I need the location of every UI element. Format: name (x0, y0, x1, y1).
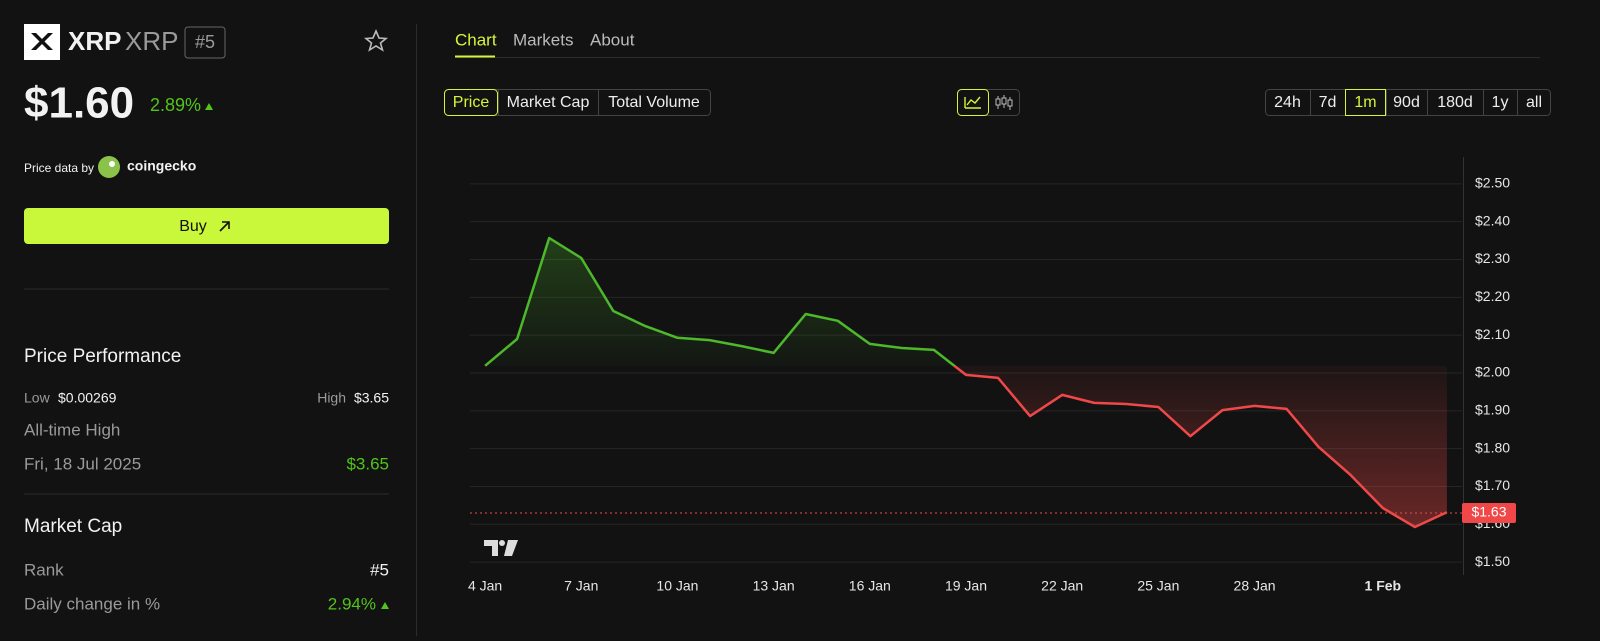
tv-logo (484, 540, 518, 556)
low-label: Low (24, 390, 51, 406)
high-value: $3.65 (354, 390, 389, 406)
y-tick-label: $1.90 (1475, 402, 1510, 418)
section-title: Market Cap (24, 516, 122, 537)
y-tick-label: $2.30 (1475, 250, 1510, 266)
current-price-label: $1.63 (1471, 504, 1506, 520)
y-tick-label: $2.40 (1475, 212, 1510, 228)
x-tick-label: 4 Jan (468, 578, 502, 594)
x-tick-label: 13 Jan (753, 578, 795, 594)
x-tick-label: 19 Jan (945, 578, 987, 594)
y-tick-label: $1.70 (1475, 477, 1510, 493)
ath-date: Fri, 18 Jul 2025 (24, 454, 141, 473)
section-title: Price Performance (24, 346, 181, 367)
tv-logo-dot (499, 540, 505, 546)
x-tick-label: 7 Jan (564, 578, 598, 594)
metric-button[interactable]: Market Cap (507, 94, 590, 111)
y-tick-label: $2.50 (1475, 175, 1510, 191)
metric-button[interactable]: Total Volume (608, 94, 700, 111)
high-label: High (317, 390, 346, 406)
coingecko-logo (98, 156, 120, 178)
tab[interactable]: Chart (455, 30, 497, 49)
range-active (1345, 89, 1386, 116)
metric-button[interactable]: Price (453, 94, 490, 111)
provider: coingecko (127, 158, 196, 174)
line-type-button[interactable] (957, 89, 989, 116)
ath-value: $3.65 (346, 454, 389, 473)
range-button[interactable]: 24h (1274, 94, 1301, 111)
daily-value: 2.94% (328, 594, 376, 613)
low-value: $0.00269 (58, 390, 117, 406)
candle-bodies (995, 97, 1013, 107)
buy-arrow (219, 221, 230, 232)
rank-value: #5 (370, 560, 389, 579)
y-tick-label: $2.10 (1475, 326, 1510, 342)
source-label: Price data by (24, 161, 94, 175)
buy-button[interactable] (24, 208, 389, 244)
area (485, 238, 1447, 527)
x-tick-label: 10 Jan (656, 578, 698, 594)
y-tick-label: $2.00 (1475, 364, 1510, 380)
range-button[interactable]: 7d (1319, 94, 1337, 111)
y-tick-label: $1.80 (1475, 439, 1510, 455)
up-arrow (381, 602, 389, 609)
rank-label: Rank (24, 560, 64, 579)
x-tick-label: 28 Jan (1234, 578, 1276, 594)
price-line (484, 236, 1448, 529)
x-tick-label: 16 Jan (849, 578, 891, 594)
logo-mark (31, 33, 53, 50)
x-tick-label: 22 Jan (1041, 578, 1083, 594)
up-arrow (205, 103, 213, 110)
tab[interactable]: Markets (513, 30, 573, 49)
range-button[interactable]: 90d (1393, 94, 1420, 111)
range-group (1265, 89, 1551, 116)
x-tick-label: 25 Jan (1137, 578, 1179, 594)
y-tick-label: $1.50 (1475, 553, 1510, 569)
x-tick-label: 1 Feb (1365, 578, 1402, 594)
range-button[interactable]: 1y (1492, 94, 1509, 111)
change: 2.89% (150, 95, 201, 115)
range-button[interactable]: 1m (1354, 94, 1376, 111)
daily-label: Daily change in % (24, 594, 160, 613)
y-tick-label: $2.20 (1475, 288, 1510, 304)
line-icon (964, 96, 981, 109)
coin-name: XRP (68, 26, 121, 56)
tab[interactable]: About (590, 30, 635, 49)
rank: #5 (195, 32, 215, 52)
current-price-tag (1462, 502, 1516, 523)
range-button[interactable]: 180d (1437, 94, 1473, 111)
rank-badge (184, 26, 226, 59)
buy-label[interactable]: Buy (179, 218, 207, 235)
coin-symbol: XRP (125, 26, 178, 56)
metric-active[interactable] (444, 89, 498, 116)
coingecko-eye (109, 161, 115, 167)
range-button[interactable]: all (1526, 94, 1542, 111)
star[interactable] (363, 28, 389, 52)
price: $1.60 (24, 79, 134, 128)
ath-label: All-time High (24, 420, 120, 439)
